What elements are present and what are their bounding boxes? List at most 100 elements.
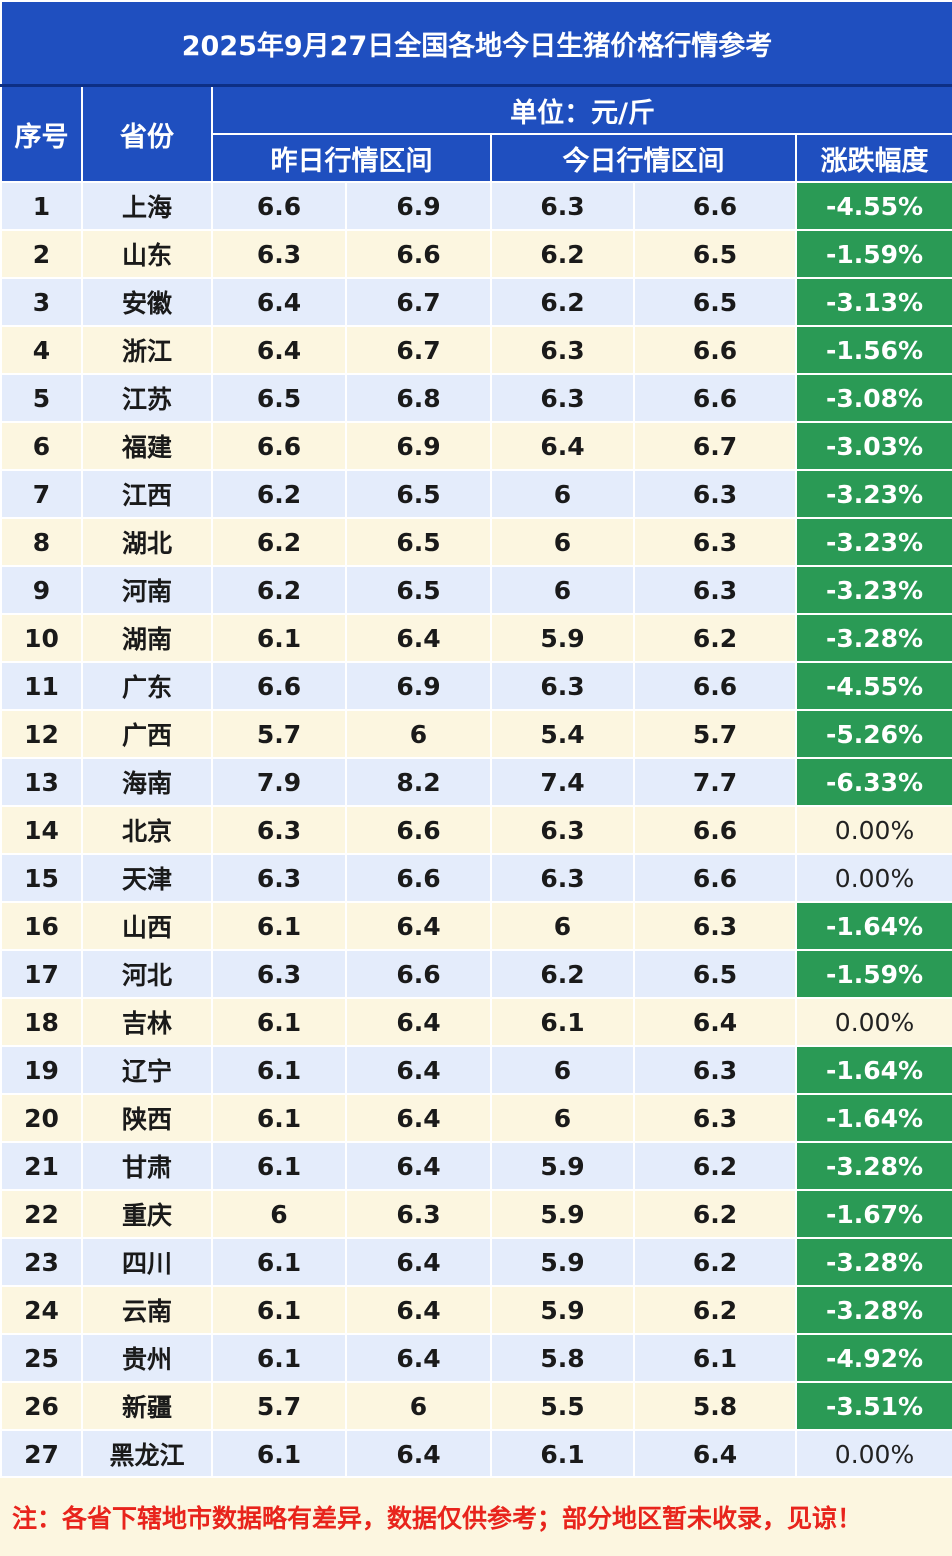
row-index: 17 (0, 949, 83, 999)
yesterday-high: 6 (345, 709, 492, 759)
column-header-change: 涨跌幅度 (794, 133, 952, 183)
row-index: 27 (0, 1429, 83, 1479)
today-high: 6.7 (633, 421, 797, 471)
header-row-unit: 序号 省份 单位：元/斤 (0, 84, 952, 183)
yesterday-low: 6.4 (211, 325, 347, 375)
row-index: 19 (0, 1045, 83, 1095)
today-high: 6.4 (633, 997, 797, 1047)
yesterday-high: 6 (345, 1381, 492, 1431)
yesterday-high: 6.4 (345, 1045, 492, 1095)
today-low: 6.3 (490, 373, 635, 423)
change-percent: -1.64% (794, 1093, 952, 1143)
table-row: 21 甘肃 6.1 6.4 5.9 6.2 -3.28% (0, 1141, 952, 1191)
today-low: 6.2 (490, 949, 635, 999)
table-row: 7 江西 6.2 6.5 6 6.3 -3.23% (0, 469, 952, 519)
row-index: 4 (0, 325, 83, 375)
today-high: 6.5 (633, 277, 797, 327)
province-name: 北京 (81, 805, 213, 855)
today-low: 6.4 (490, 421, 635, 471)
yesterday-low: 6.2 (211, 517, 347, 567)
today-high: 6.5 (633, 949, 797, 999)
yesterday-high: 6.9 (345, 661, 492, 711)
header-row-sub: 昨日行情区间 今日行情区间 涨跌幅度 (1, 133, 952, 183)
today-high: 6.6 (633, 805, 797, 855)
today-low: 5.9 (490, 1237, 635, 1287)
yesterday-low: 6.1 (211, 1093, 347, 1143)
yesterday-low: 6 (211, 1189, 347, 1239)
row-index: 9 (0, 565, 83, 615)
today-low: 6 (490, 517, 635, 567)
change-percent: -3.28% (794, 1237, 952, 1287)
today-low: 5.4 (490, 709, 635, 759)
change-percent: -3.03% (794, 421, 952, 471)
change-percent: -3.51% (794, 1381, 952, 1431)
yesterday-low: 6.2 (211, 469, 347, 519)
today-high: 6.3 (633, 1045, 797, 1095)
province-name: 湖南 (81, 613, 213, 663)
table-row: 14 北京 6.3 6.6 6.3 6.6 0.00% (0, 805, 952, 855)
today-low: 6 (490, 1045, 635, 1095)
yesterday-low: 6.1 (211, 1045, 347, 1095)
today-high: 6.6 (633, 853, 797, 903)
table-row: 2 山东 6.3 6.6 6.2 6.5 -1.59% (0, 229, 952, 279)
unit-label: 单位：元/斤 (210, 84, 952, 135)
yesterday-high: 6.4 (345, 1237, 492, 1287)
table-row: 20 陕西 6.1 6.4 6 6.3 -1.64% (0, 1093, 952, 1143)
change-percent: -3.23% (794, 517, 952, 567)
province-name: 甘肃 (81, 1141, 213, 1191)
row-index: 2 (0, 229, 83, 279)
today-low: 6.1 (490, 997, 635, 1047)
today-low: 6 (490, 901, 635, 951)
column-header-province: 省份 (81, 84, 213, 183)
row-index: 6 (0, 421, 83, 471)
title-row: 2025年9月27日全国各地今日生猪价格行情参考 (0, 0, 952, 87)
yesterday-high: 6.4 (345, 1429, 492, 1479)
today-high: 6.3 (633, 517, 797, 567)
table-row: 6 福建 6.6 6.9 6.4 6.7 -3.03% (0, 421, 952, 471)
today-low: 6.3 (490, 853, 635, 903)
yesterday-high: 6.6 (345, 805, 492, 855)
today-high: 6.6 (633, 661, 797, 711)
province-name: 广东 (81, 661, 213, 711)
row-index: 21 (0, 1141, 83, 1191)
today-low: 6.2 (490, 229, 635, 279)
yesterday-low: 6.1 (211, 997, 347, 1047)
table-row: 8 湖北 6.2 6.5 6 6.3 -3.23% (0, 517, 952, 567)
change-percent: -3.08% (794, 373, 952, 423)
today-high: 6.6 (633, 181, 797, 231)
today-high: 6.3 (633, 565, 797, 615)
change-percent: -4.92% (794, 1333, 952, 1383)
yesterday-high: 6.3 (345, 1189, 492, 1239)
row-index: 26 (0, 1381, 83, 1431)
province-name: 天津 (81, 853, 213, 903)
yesterday-high: 6.6 (345, 853, 492, 903)
yesterday-high: 6.7 (345, 277, 492, 327)
yesterday-low: 5.7 (211, 709, 347, 759)
change-percent: -1.56% (794, 325, 952, 375)
yesterday-high: 8.2 (345, 757, 492, 807)
yesterday-low: 6.1 (211, 1429, 347, 1479)
yesterday-high: 6.9 (345, 181, 492, 231)
change-percent: -1.59% (794, 229, 952, 279)
province-name: 重庆 (81, 1189, 213, 1239)
province-name: 新疆 (81, 1381, 213, 1431)
row-index: 8 (0, 517, 83, 567)
yesterday-low: 6.1 (211, 1333, 347, 1383)
today-low: 6.3 (490, 181, 635, 231)
province-name: 江苏 (81, 373, 213, 423)
change-percent: 0.00% (794, 805, 952, 855)
table-row: 12 广西 5.7 6 5.4 5.7 -5.26% (0, 709, 952, 759)
today-high: 6.2 (633, 1237, 797, 1287)
today-high: 5.7 (633, 709, 797, 759)
yesterday-high: 6.6 (345, 949, 492, 999)
row-index: 12 (0, 709, 83, 759)
today-low: 5.9 (490, 613, 635, 663)
row-index: 7 (0, 469, 83, 519)
table-row: 3 安徽 6.4 6.7 6.2 6.5 -3.13% (0, 277, 952, 327)
province-name: 黑龙江 (81, 1429, 213, 1479)
yesterday-high: 6.9 (345, 421, 492, 471)
province-name: 福建 (81, 421, 213, 471)
row-index: 3 (0, 277, 83, 327)
today-high: 6.6 (633, 373, 797, 423)
yesterday-low: 7.9 (211, 757, 347, 807)
